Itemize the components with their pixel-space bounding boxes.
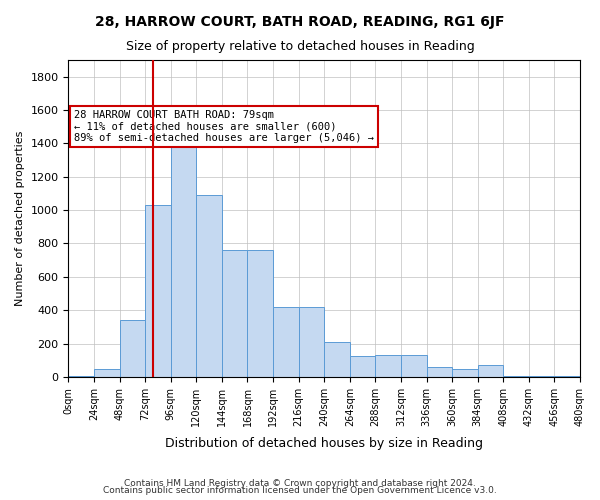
Bar [119, 320, 145, 377]
Bar [503, 376, 529, 377]
Text: 28 HARROW COURT BATH ROAD: 79sqm
← 11% of detached houses are smaller (600)
89% : 28 HARROW COURT BATH ROAD: 79sqm ← 11% o… [74, 110, 374, 143]
Bar [401, 355, 427, 377]
Text: Contains HM Land Registry data © Crown copyright and database right 2024.: Contains HM Land Registry data © Crown c… [124, 478, 476, 488]
Bar [171, 134, 196, 377]
Bar [478, 365, 503, 377]
Bar [376, 355, 401, 377]
Bar [427, 367, 452, 377]
Bar [324, 342, 350, 377]
Bar [94, 368, 119, 377]
Bar [299, 307, 324, 377]
X-axis label: Distribution of detached houses by size in Reading: Distribution of detached houses by size … [165, 437, 483, 450]
Bar [554, 376, 580, 377]
Text: Contains public sector information licensed under the Open Government Licence v3: Contains public sector information licen… [103, 486, 497, 495]
Text: Size of property relative to detached houses in Reading: Size of property relative to detached ho… [125, 40, 475, 53]
Bar [350, 356, 376, 377]
Bar [273, 307, 299, 377]
Bar [529, 376, 554, 377]
Bar [196, 195, 222, 377]
Y-axis label: Number of detached properties: Number of detached properties [15, 131, 25, 306]
Bar [452, 368, 478, 377]
Bar [222, 250, 247, 377]
Text: 28, HARROW COURT, BATH ROAD, READING, RG1 6JF: 28, HARROW COURT, BATH ROAD, READING, RG… [95, 15, 505, 29]
Bar [145, 205, 171, 377]
Bar [247, 250, 273, 377]
Bar [68, 376, 94, 377]
